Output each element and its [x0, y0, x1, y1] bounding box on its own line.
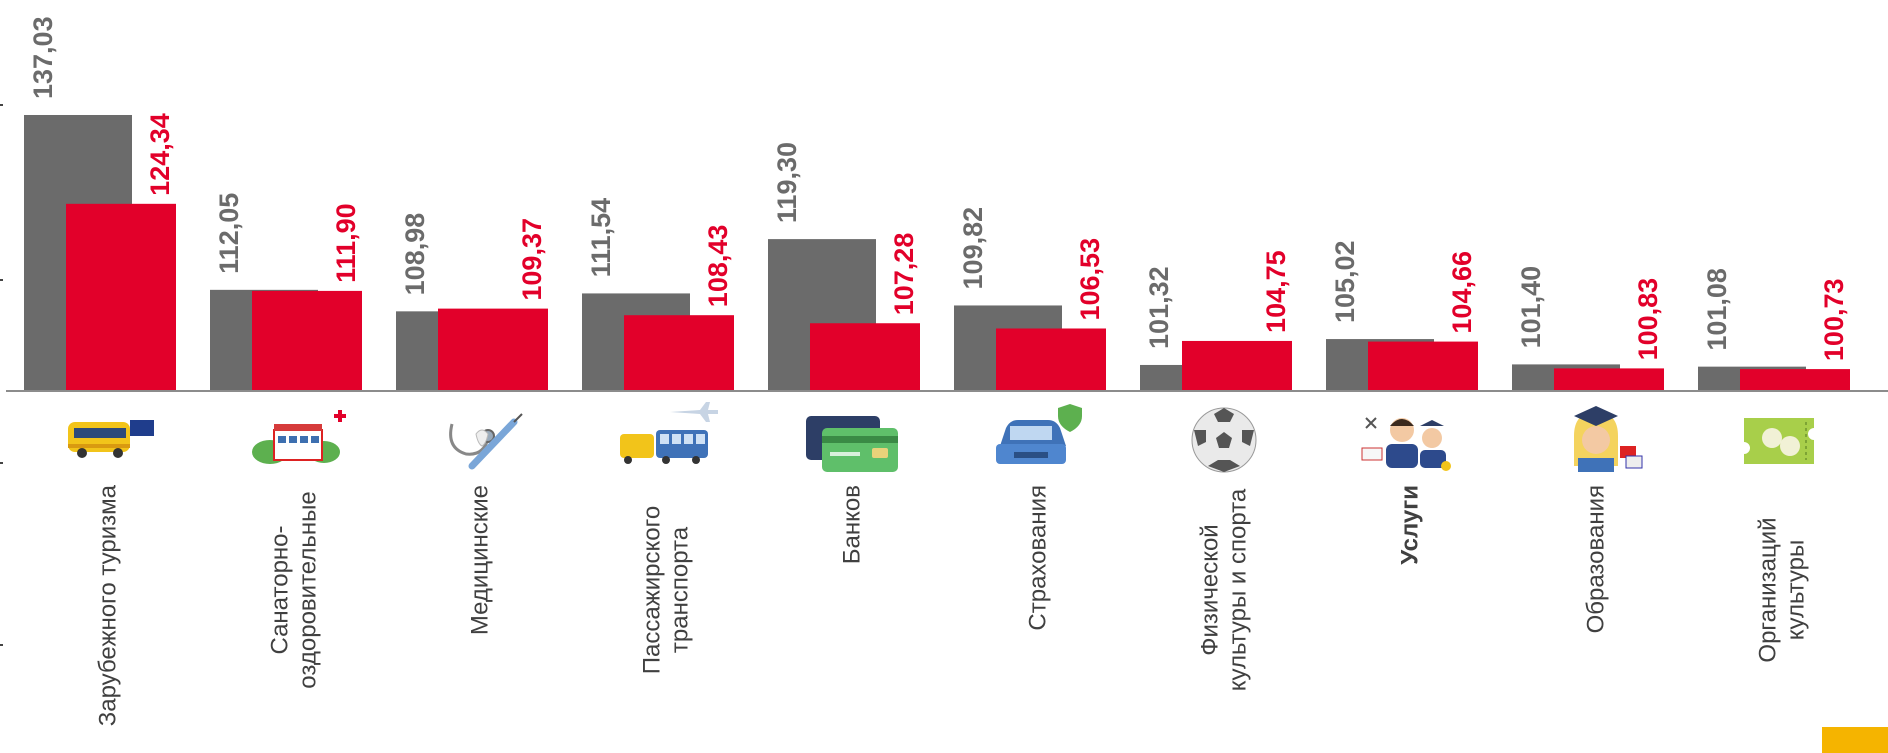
left-tick-marks — [0, 105, 3, 645]
value-label-series2-5: 106,53 — [1075, 238, 1105, 321]
soccer-ball-icon — [1192, 408, 1256, 472]
category-label-line-9-1: культуры — [1783, 540, 1810, 640]
category-label-line-1-1: оздоровительные — [295, 491, 322, 688]
theatre-ticket-icon — [1744, 418, 1814, 464]
bar-series2-0 — [66, 204, 176, 391]
bank-card-icon — [806, 416, 898, 472]
value-label-series2-6: 104,75 — [1261, 250, 1291, 333]
category-label-line-2-0: Медицинские — [467, 485, 494, 635]
category-label-8: Образования — [1583, 485, 1610, 633]
value-label-series1-9: 101,08 — [1702, 268, 1732, 351]
category-label-1: Санаторно-оздоровительные — [267, 491, 322, 688]
bar-series2-7 — [1368, 342, 1478, 391]
category-label-line-3-0: Пассажирского — [639, 506, 666, 674]
value-label-series1-0: 137,03 — [28, 16, 58, 99]
tram-plane-icon — [620, 402, 718, 464]
student-graduate-icon — [1574, 406, 1642, 472]
bar-series2-6 — [1182, 341, 1292, 391]
value-label-series1-4: 119,30 — [772, 142, 802, 223]
category-label-line-1-0: Санаторно- — [267, 525, 294, 654]
value-label-series1-7: 105,02 — [1330, 240, 1360, 323]
category-labels-layer: Зарубежного туризма Санаторно-оздоровител… — [95, 484, 1810, 726]
category-label-9: Организаций культуры — [1755, 517, 1810, 662]
value-label-series2-3: 108,43 — [703, 225, 733, 308]
category-label-line-4-0: Банков — [839, 485, 866, 564]
bar-series2-8 — [1554, 368, 1664, 391]
value-label-series1-6: 101,32 — [1144, 266, 1174, 349]
bar-series2-3 — [624, 315, 734, 391]
stethoscope-syringe-icon — [451, 414, 522, 466]
category-icons-layer — [68, 402, 1814, 472]
category-label-3: Пассажирского транспорта — [639, 506, 694, 674]
category-label-line-0-0: Зарубежного туризма — [95, 484, 122, 726]
bus-eu-icon — [68, 420, 154, 458]
category-label-7: Услуги — [1397, 485, 1424, 565]
value-label-series2-4: 107,28 — [889, 233, 919, 316]
value-label-series2-9: 100,73 — [1819, 278, 1849, 361]
bar-series2-2 — [438, 309, 548, 391]
car-shield-icon — [996, 404, 1082, 464]
value-label-series2-8: 100,83 — [1633, 278, 1663, 361]
sanatorium-icon — [252, 410, 346, 464]
value-label-series2-2: 109,37 — [517, 218, 547, 301]
bar-series2-1 — [252, 291, 362, 391]
corner-accent — [1822, 727, 1888, 753]
category-label-5: Страхования — [1025, 485, 1052, 631]
value-label-series2-0: 124,34 — [145, 113, 175, 196]
value-label-series1-1: 112,05 — [214, 193, 244, 274]
category-label-line-3-1: транспорта — [667, 526, 694, 653]
bar-series2-5 — [996, 328, 1106, 391]
category-label-line-5-0: Страхования — [1025, 485, 1052, 631]
value-label-series2-7: 104,66 — [1447, 251, 1477, 334]
services-people-icon — [1362, 418, 1451, 471]
category-label-0: Зарубежного туризма — [95, 484, 122, 726]
category-label-line-6-0: Физической — [1197, 524, 1224, 655]
category-label-2: Медицинские — [467, 485, 494, 635]
category-label-6: Физической культуры и спорта — [1197, 488, 1252, 691]
bar-series2-4 — [810, 323, 920, 391]
value-label-series1-5: 109,82 — [958, 207, 988, 290]
category-label-4: Банков — [839, 485, 866, 564]
category-label-line-9-0: Организаций — [1755, 517, 1782, 662]
value-label-series2-1: 111,90 — [331, 203, 361, 283]
value-label-series1-3: 111,54 — [586, 198, 616, 278]
value-label-series1-8: 101,40 — [1516, 266, 1546, 349]
bar-series2-9 — [1740, 369, 1850, 391]
category-label-line-8-0: Образования — [1583, 485, 1610, 633]
category-label-line-7-0: Услуги — [1397, 485, 1424, 565]
value-label-series1-2: 108,98 — [400, 213, 430, 296]
category-label-line-6-1: культуры и спорта — [1225, 488, 1252, 691]
bars-layer — [24, 115, 1850, 391]
